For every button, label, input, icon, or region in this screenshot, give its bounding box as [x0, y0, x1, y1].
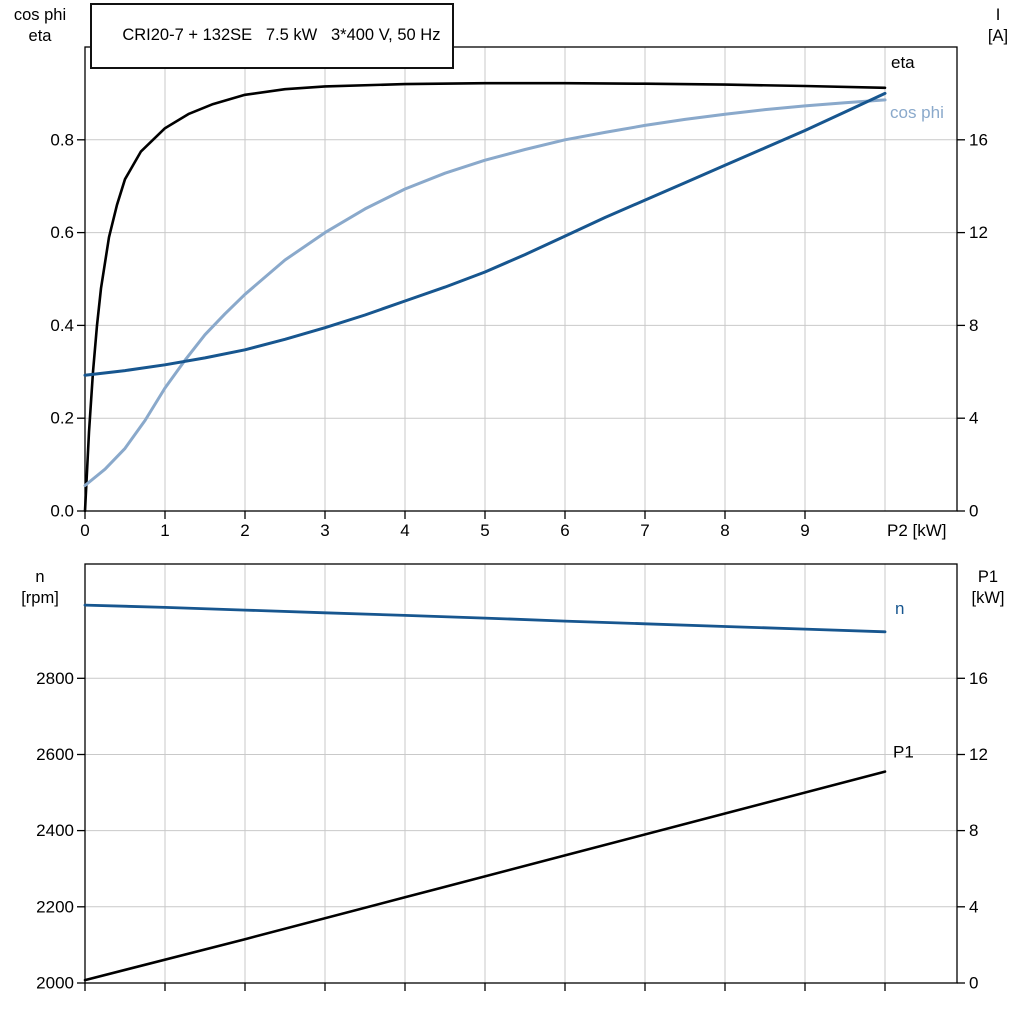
left-axis-tick-label: 2000: [36, 974, 74, 993]
axis-title-p1-unit: [kW]: [971, 589, 1005, 607]
x-axis-tick-label: 3: [320, 521, 329, 540]
left-axis-tick-label: 0.8: [50, 130, 74, 149]
curve-label-eta: eta: [891, 53, 915, 72]
left-axis-tick-label: 0.0: [50, 502, 74, 521]
right-axis-tick-label: 4: [969, 409, 978, 428]
right-axis-tick-label: 0: [969, 502, 978, 521]
left-axis-tick-label: 2200: [36, 897, 74, 916]
right-axis-tick-label: 16: [969, 130, 988, 149]
right-axis-tick-label: 8: [969, 821, 978, 840]
left-axis-tick-label: 0.4: [50, 316, 74, 335]
curve-label-cos-phi: cos phi: [890, 103, 944, 122]
top-left-axis-title: cos phi eta: [2, 5, 78, 47]
series-n: [83, 603, 887, 634]
x-axis-tick-label: 9: [800, 521, 809, 540]
right-axis-tick-label: 0: [969, 974, 978, 993]
series-cos-phi: [83, 98, 887, 487]
x-axis-unit-label: P2 [kW]: [887, 521, 947, 540]
left-axis-tick-label: 0.6: [50, 223, 74, 242]
x-axis-tick-label: 6: [560, 521, 569, 540]
right-axis-tick-label: 12: [969, 223, 988, 242]
bottom-left-axis-title: n [rpm]: [2, 567, 78, 609]
chart-title-box: CRI20-7 + 132SE 7.5 kW 3*400 V, 50 Hz: [90, 3, 455, 69]
plot-frame: [84, 563, 958, 984]
curve-label-n: n: [895, 599, 904, 618]
left-axis-tick-label: 2800: [36, 669, 74, 688]
chart-title: CRI20-7 + 132SE 7.5 kW 3*400 V, 50 Hz: [122, 26, 441, 44]
x-axis-tick-label: 0: [80, 521, 89, 540]
x-axis-tick-label: 2: [240, 521, 249, 540]
left-axis-tick-label: 0.2: [50, 409, 74, 428]
x-axis-tick-label: 7: [640, 521, 649, 540]
left-axis-tick-label: 2400: [36, 821, 74, 840]
right-axis-tick-label: 4: [969, 897, 978, 916]
plot-frame: [84, 46, 958, 512]
axis-title-speed: n: [35, 568, 45, 586]
right-axis-tick-label: 8: [969, 316, 978, 335]
series-eta: [83, 81, 887, 513]
axis-title-current: I: [995, 6, 1001, 24]
x-axis-tick-label: 1: [160, 521, 169, 540]
left-axis-tick-label: 2600: [36, 745, 74, 764]
axis-title-speed-unit: [rpm]: [21, 589, 59, 607]
right-axis-tick-label: 16: [969, 669, 988, 688]
series-i: [83, 91, 887, 377]
bottom-right-axis-title: P1 [kW]: [960, 567, 1016, 609]
x-axis-tick-label: 8: [720, 521, 729, 540]
right-axis-tick-label: 12: [969, 745, 988, 764]
axis-title-cos-phi: cos phi: [13, 6, 67, 24]
axis-title-p1: P1: [977, 568, 999, 586]
x-axis-tick-label: 5: [480, 521, 489, 540]
top-right-axis-title: I [A]: [974, 5, 1022, 47]
axis-title-eta: eta: [28, 27, 52, 45]
series-p1: [83, 770, 887, 982]
axis-title-current-unit: [A]: [987, 27, 1009, 45]
x-axis-tick-label: 4: [400, 521, 409, 540]
curve-label-p1: P1: [893, 743, 914, 762]
